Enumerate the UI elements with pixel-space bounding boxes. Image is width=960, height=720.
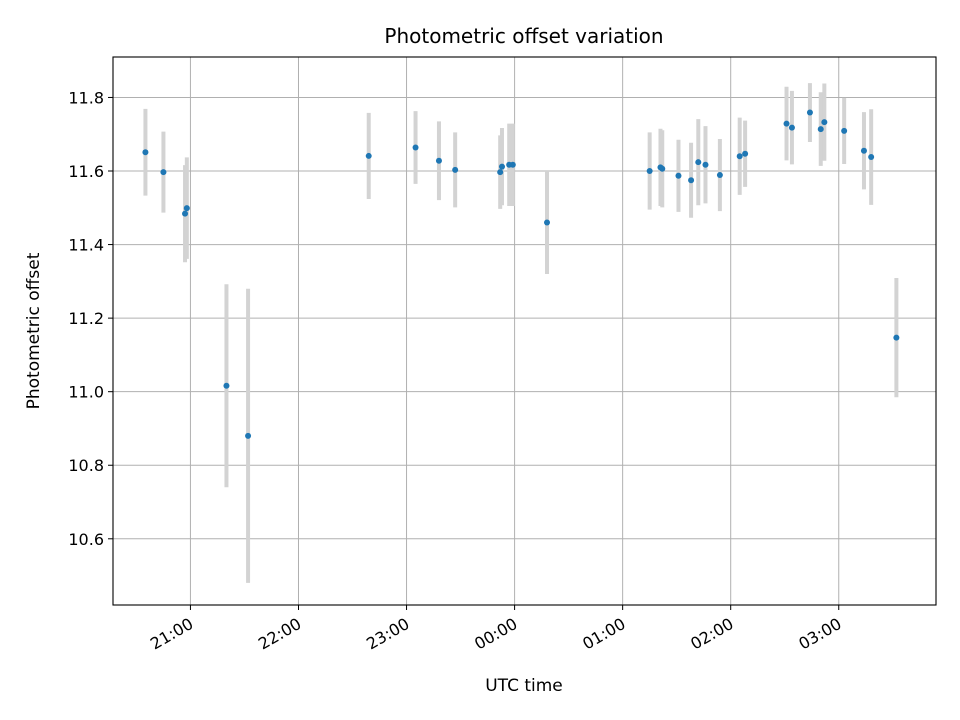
data-point [742,150,749,157]
data-point [783,120,790,127]
y-axis-label: Photometric offset [24,252,44,409]
y-tick-label: 11.4 [68,236,104,255]
y-tick-label: 10.8 [68,456,104,475]
data-point [788,124,795,131]
data-point [716,172,723,179]
plot-area [112,56,937,606]
data-point [435,157,442,164]
grid [113,57,936,605]
data-point [695,159,702,166]
data-point [142,149,149,156]
data-point [893,334,900,341]
y-tick-label: 11.2 [68,309,104,328]
data-point [860,147,867,154]
data-point [821,119,828,126]
data-point [646,168,653,175]
x-axis: 21:00 22:00 23:00 00:00 01:00 02:00 03:00 [147,605,845,654]
data-point [245,432,252,439]
data-point [841,127,848,134]
data-point [675,172,682,179]
x-axis-label: UTC time [485,676,563,696]
data-point [544,219,551,226]
y-axis: 10.6 10.8 11.0 11.2 11.4 11.6 11.8 [68,88,113,549]
data-points [142,109,900,439]
y-tick-label: 10.6 [68,530,104,549]
x-tick-label: 23:00 [363,614,412,654]
x-tick-label: 00:00 [471,614,520,654]
data-point [498,163,505,170]
x-tick-label: 22:00 [255,614,304,654]
data-point [806,109,813,116]
y-tick-label: 11.0 [68,383,104,402]
data-point [736,153,743,160]
y-tick-label: 11.6 [68,162,104,181]
data-point [868,154,875,161]
data-point [182,210,189,217]
x-tick-label: 01:00 [579,614,628,654]
x-tick-label: 21:00 [147,614,196,654]
data-point [452,166,459,173]
data-point [688,177,695,184]
y-tick-label: 11.8 [68,88,104,107]
data-point [509,161,516,168]
chart-title: Photometric offset variation [384,24,663,48]
data-point [365,152,372,159]
error-bars [143,83,899,583]
x-tick-label: 02:00 [687,614,736,654]
data-point [497,169,504,176]
data-point [412,144,419,151]
data-point [702,161,709,168]
data-point [659,165,666,172]
data-point [160,169,167,176]
x-tick-label: 03:00 [795,614,844,654]
data-point [223,382,230,389]
data-point [817,126,824,133]
data-point [183,205,190,212]
